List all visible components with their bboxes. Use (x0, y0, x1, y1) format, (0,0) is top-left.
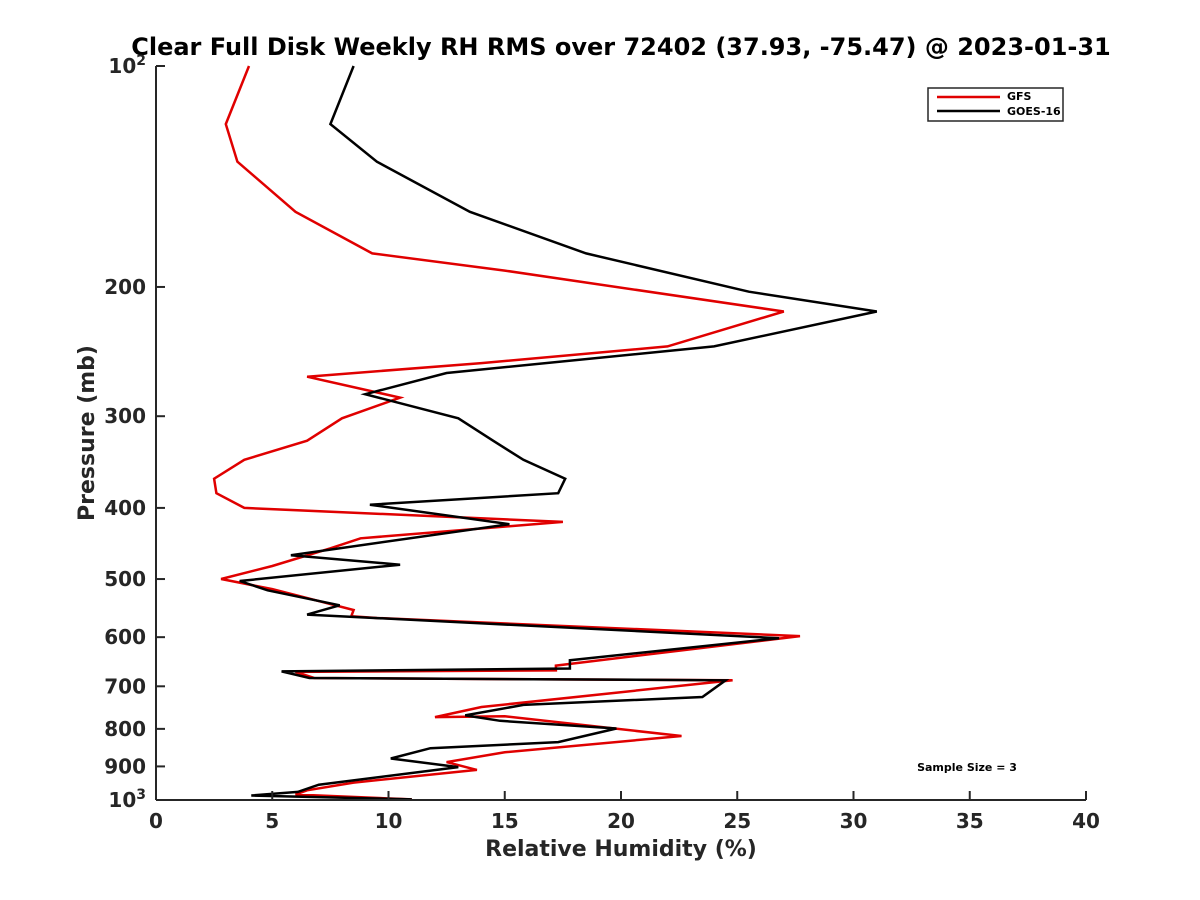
y-axis-ticks: 102 200 300 400 500 600 700 800 900 103 (104, 53, 165, 812)
sample-size-annotation: Sample Size = 3 (917, 761, 1017, 774)
y-axis-label: Pressure (mb) (75, 345, 100, 521)
chart-title: Clear Full Disk Weekly RH RMS over 72402… (131, 33, 1111, 61)
legend-box (927, 87, 1064, 122)
y-tick-label: 600 (104, 625, 146, 649)
x-tick-label: 15 (491, 809, 519, 833)
x-tick-label: 35 (956, 809, 984, 833)
x-tick-label: 10 (375, 809, 403, 833)
x-axis-ticks: 0 5 10 15 20 25 30 35 40 (149, 791, 1100, 833)
y-tick-label: 500 (104, 567, 146, 591)
legend-label-goes16: GOES-16 (1007, 105, 1061, 118)
y-tick-label: 700 (104, 674, 146, 698)
legend: GFS GOES-16 (927, 87, 1064, 122)
x-tick-label: 30 (840, 809, 868, 833)
series-line-goes16 (239, 65, 878, 801)
y-tick-label: 800 (104, 717, 146, 741)
x-tick-label: 0 (149, 809, 163, 833)
y-tick-label: 200 (104, 275, 146, 299)
x-tick-label: 5 (265, 809, 279, 833)
y-tick-label: 103 (108, 787, 146, 812)
x-tick-label: 20 (607, 809, 635, 833)
y-tick-label: 102 (108, 53, 146, 78)
series-line-gfs (212, 65, 801, 801)
plot-area: 0 5 10 15 20 25 30 35 40 102 200 300 400 500 600 700 80… (104, 53, 1100, 833)
x-tick-label: 40 (1072, 809, 1100, 833)
y-tick-label: 400 (104, 496, 146, 520)
x-tick-label: 25 (723, 809, 751, 833)
series-layer (212, 65, 878, 801)
legend-label-gfs: GFS (1007, 90, 1032, 103)
y-tick-label: 300 (104, 404, 146, 428)
x-axis-label: Relative Humidity (%) (485, 837, 757, 862)
y-tick-label: 900 (104, 754, 146, 778)
